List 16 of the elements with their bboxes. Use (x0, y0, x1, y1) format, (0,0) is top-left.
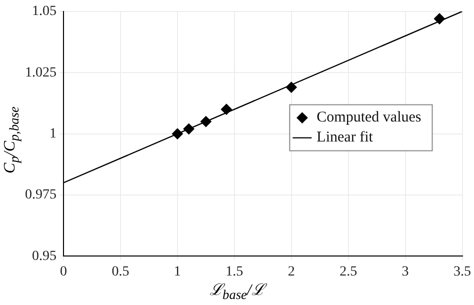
y-tick-label: 1.05 (32, 4, 56, 20)
x-tick-label: 2.5 (340, 264, 358, 280)
x-tick-label: 1 (174, 264, 181, 280)
x-tick-label: 0 (60, 264, 67, 280)
x-tick-label: 0.5 (112, 264, 130, 280)
y-tick-label: 0.975 (25, 188, 56, 203)
y-tick-label: 1 (50, 126, 56, 142)
legend-label: Linear fit (316, 130, 374, 146)
x-tick-label: 3.5 (454, 264, 471, 280)
y-tick-label: 1.025 (25, 65, 56, 80)
x-tick-label: 2 (288, 264, 295, 280)
x-tick-label: 3 (402, 264, 409, 280)
y-tick-label: 0.95 (32, 248, 56, 264)
x-axis-title: ℒ$_{base}$/ℒ (208, 280, 268, 303)
legend-label: Computed values (316, 110, 422, 126)
x-tick-label: 1.5 (226, 264, 244, 280)
